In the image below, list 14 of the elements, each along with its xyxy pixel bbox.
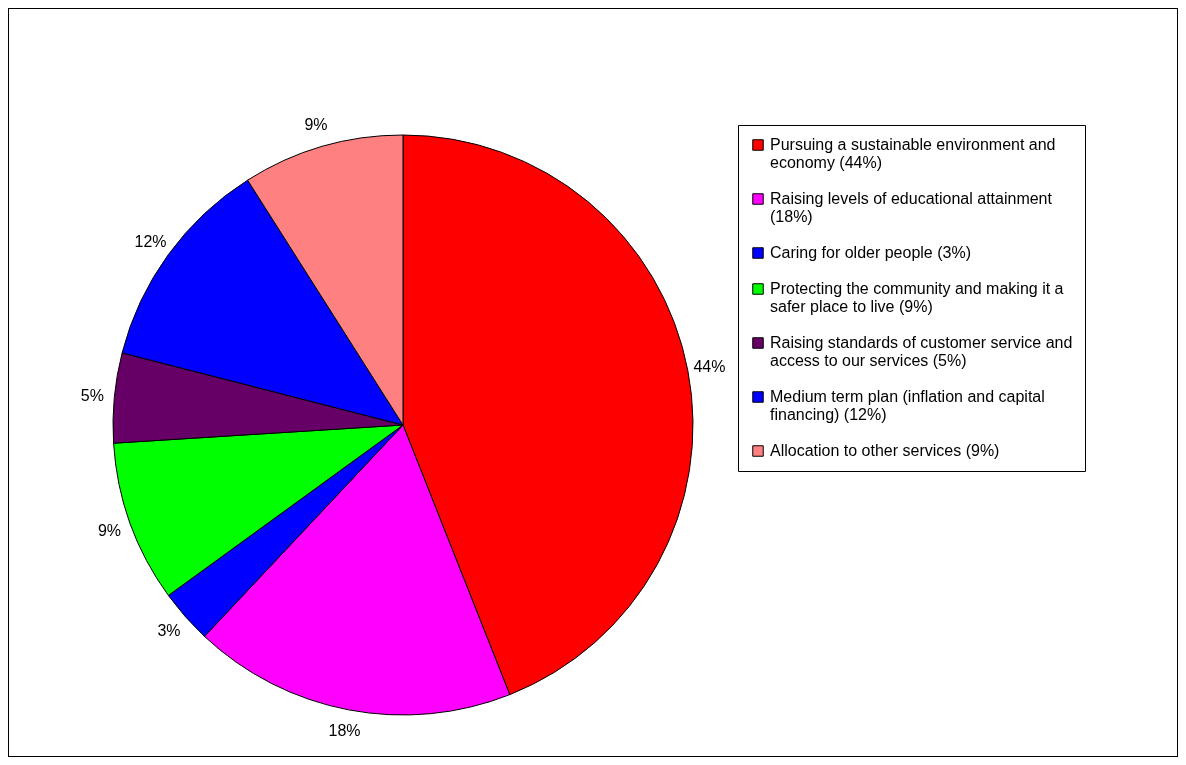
- legend-label: Allocation to other services (9%): [770, 442, 1000, 459]
- legend-label: Raising levels of educational attainment (18%): [770, 190, 1053, 225]
- data-label: 9%: [304, 116, 328, 134]
- data-label: 18%: [328, 722, 361, 740]
- legend-label: Raising standards of customer service and access to our services (5%): [770, 334, 1073, 369]
- legend-label: Medium term plan (inflation and capital financing) (12%): [770, 388, 1045, 423]
- legend-label: Protecting the community and making it a safer place to live (9%): [770, 280, 1064, 315]
- data-label: 44%: [693, 357, 726, 375]
- legend-label: Caring for older people (3%): [770, 244, 971, 261]
- data-label: 5%: [80, 386, 104, 404]
- legend-label: Pursuing a sustainable environment and economy (44%): [770, 136, 1056, 171]
- data-label: 12%: [134, 232, 167, 250]
- data-label: 9%: [97, 521, 122, 539]
- data-label: 3%: [157, 622, 181, 640]
